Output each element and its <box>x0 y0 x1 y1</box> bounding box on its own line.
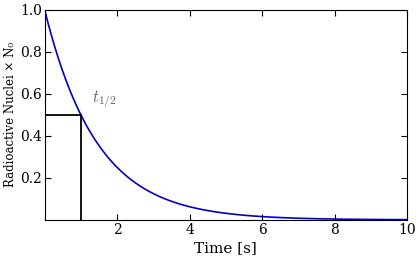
Y-axis label: Radioactive Nuclei × N₀: Radioactive Nuclei × N₀ <box>4 42 17 187</box>
X-axis label: Time [s]: Time [s] <box>194 241 257 255</box>
Text: $t_{1/2}$: $t_{1/2}$ <box>92 89 117 110</box>
